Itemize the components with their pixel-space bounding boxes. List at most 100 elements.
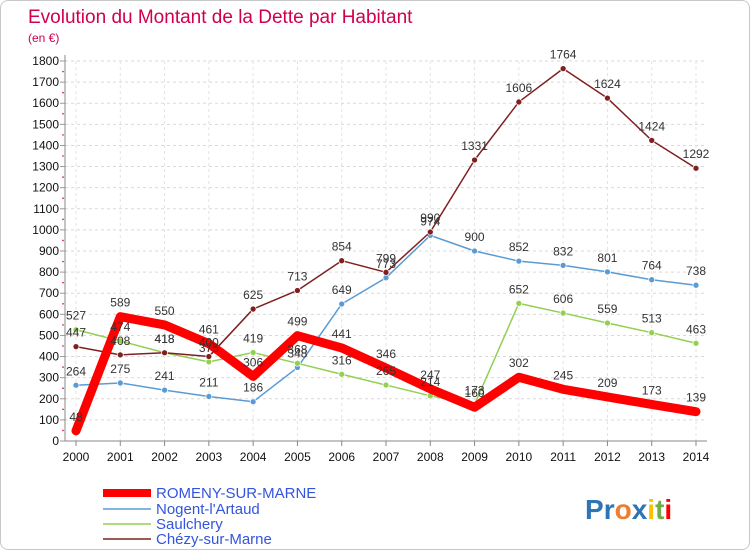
series-point-3 <box>249 305 257 313</box>
series-point-0 <box>116 312 125 321</box>
y-tick-label: 1700 <box>32 75 59 89</box>
data-label-3: 1624 <box>594 77 621 91</box>
series-point-0 <box>249 372 258 381</box>
logo-letter: t <box>655 494 664 525</box>
data-label-0: 589 <box>110 296 130 310</box>
data-label-1: 852 <box>509 240 529 254</box>
data-label-3: 1606 <box>506 81 533 95</box>
series-point-2 <box>515 300 523 307</box>
y-minor-tick <box>62 345 64 347</box>
series-point-0 <box>72 426 80 435</box>
series-point-1 <box>559 262 567 269</box>
y-minor-tick <box>62 387 64 390</box>
y-tick-label: 900 <box>39 244 59 258</box>
y-minor-tick <box>62 134 64 136</box>
x-tick-label: 2008 <box>417 450 444 464</box>
series-point-3 <box>116 351 124 359</box>
series-point-3 <box>471 156 478 164</box>
series-point-1 <box>116 379 124 387</box>
series-point-3 <box>205 353 213 360</box>
data-label-2: 265 <box>376 364 396 378</box>
series-point-3 <box>426 228 434 236</box>
x-tick-label: 2004 <box>240 450 267 464</box>
data-label-1: 211 <box>199 375 218 389</box>
legend-label-1: Nogent-l'Artaud <box>156 501 260 518</box>
y-minor-tick <box>62 366 64 368</box>
series-point-0 <box>647 400 656 409</box>
series-point-1 <box>249 398 257 406</box>
logo-letter: o <box>615 494 632 525</box>
logo-letter: i <box>664 494 672 525</box>
y-minor-tick <box>62 91 64 94</box>
series-point-1 <box>604 268 611 276</box>
x-tick-label: 2011 <box>550 450 576 464</box>
data-label-1: 649 <box>332 283 352 297</box>
series-point-3 <box>692 164 700 172</box>
x-tick-label: 2009 <box>461 450 488 464</box>
y-tick-label: 200 <box>39 392 59 406</box>
series-point-2 <box>559 309 567 317</box>
y-tick-label: 1100 <box>33 202 59 216</box>
data-label-2: 463 <box>686 322 706 336</box>
y-minor-tick <box>62 197 64 200</box>
series-point-1 <box>648 276 656 284</box>
series-point-1 <box>471 247 478 255</box>
y-tick-label: 300 <box>39 371 59 385</box>
data-label-2: 559 <box>597 302 617 316</box>
series-point-3 <box>382 268 390 276</box>
data-label-0: 306 <box>243 355 263 369</box>
data-label-0: 499 <box>287 315 307 329</box>
x-tick-label: 2001 <box>107 450 134 464</box>
y-minor-tick <box>62 324 64 326</box>
data-label-1: 738 <box>686 264 706 278</box>
legend-label-3: Chézy-sur-Marne <box>156 531 272 548</box>
data-label-1: 773 <box>376 257 396 271</box>
series-lines <box>71 65 701 436</box>
series-point-1 <box>72 381 80 389</box>
data-label-2: 418 <box>155 332 175 346</box>
series-point-2 <box>294 359 301 367</box>
y-minor-tick <box>62 112 64 115</box>
data-label-2: 527 <box>66 309 86 323</box>
y-minor-tick <box>62 429 64 432</box>
logo-letter: P <box>585 494 604 525</box>
data-label-2: 419 <box>243 332 263 346</box>
data-label-3: 408 <box>110 334 130 348</box>
data-label-1: 275 <box>110 362 130 376</box>
series-point-2 <box>382 381 390 389</box>
series-point-0 <box>470 403 479 412</box>
logo-letter: i <box>647 494 655 525</box>
series-point-1 <box>382 274 390 282</box>
x-tick-label: 2010 <box>506 450 533 464</box>
y-minor-tick <box>62 260 64 263</box>
y-minor-tick <box>62 239 64 242</box>
y-tick-label: 100 <box>39 413 59 427</box>
data-label-2: 173 <box>465 383 485 397</box>
series-point-3 <box>559 65 567 72</box>
proxiti-logo: Proxiti <box>585 494 672 525</box>
legend-label-0: ROMENY-SUR-MARNE <box>156 485 316 502</box>
data-label-0: 461 <box>199 323 219 337</box>
data-label-0: 245 <box>553 368 573 382</box>
x-tick-label: 2012 <box>594 450 621 464</box>
series-point-2 <box>692 339 700 347</box>
series-point-0 <box>692 407 700 416</box>
data-label-0: 247 <box>420 368 440 382</box>
chart-title: Evolution du Montant de la Dette par Hab… <box>28 7 413 28</box>
data-label-1: 832 <box>553 244 573 258</box>
y-minor-tick <box>62 218 64 221</box>
data-label-1: 241 <box>155 369 175 383</box>
series-point-3 <box>648 137 656 144</box>
series-point-3 <box>338 257 346 265</box>
series-point-0 <box>382 363 390 372</box>
series-point-2 <box>648 329 656 337</box>
series-point-2 <box>116 337 124 345</box>
series-point-0 <box>559 385 568 394</box>
data-label-2: 474 <box>110 320 130 334</box>
data-label-0: 209 <box>597 376 617 390</box>
y-tick-label: 0 <box>52 434 59 448</box>
series-point-0 <box>204 339 213 348</box>
series-point-2 <box>72 326 80 334</box>
